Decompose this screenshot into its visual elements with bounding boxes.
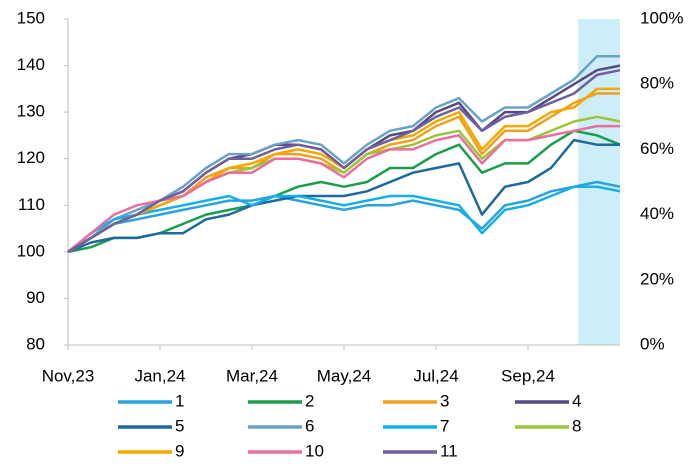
series-line (67, 138, 620, 254)
y-tick-label: 120 (17, 148, 45, 167)
series-line (67, 55, 620, 253)
legend-label: 8 (572, 416, 581, 435)
x-tick-label: Mar,24 (226, 366, 278, 385)
x-tick-label: Jul,24 (413, 366, 458, 385)
series-line (67, 129, 621, 254)
x-tick-label: Nov,23 (42, 366, 95, 385)
x-tick-label: Jan,24 (134, 366, 185, 385)
legend-label: 3 (440, 391, 449, 410)
y-tick-label: 150 (17, 8, 45, 27)
series-line (67, 87, 620, 253)
series-line (67, 124, 620, 253)
legend-label: 6 (305, 416, 314, 435)
legend-label: 9 (175, 441, 184, 460)
y-tick-label: 90 (26, 288, 45, 307)
x-tick-label: Sep,24 (501, 366, 555, 385)
y-tick-label: 110 (18, 195, 45, 214)
legend-label: 7 (440, 416, 449, 435)
legend-label: 2 (305, 391, 314, 410)
y2-tick-label: 60% (640, 139, 674, 158)
y2-tick-label: 20% (640, 269, 674, 288)
y-tick-label: 80 (26, 334, 45, 353)
legend-label: 5 (175, 416, 184, 435)
series-line (67, 64, 621, 253)
legend-label: 11 (440, 441, 458, 460)
y-tick-label: 100 (17, 241, 45, 260)
y-tick-label: 130 (17, 102, 45, 121)
series-line (67, 185, 621, 253)
series-line (67, 68, 621, 253)
series-line (67, 180, 621, 253)
legend-label: 10 (305, 441, 324, 460)
y2-tick-label: 100% (640, 8, 683, 27)
y2-tick-label: 0% (640, 334, 665, 353)
legend-label: 4 (572, 391, 581, 410)
x-tick-label: May,24 (317, 366, 372, 385)
y2-tick-label: 80% (640, 74, 674, 93)
y2-tick-label: 40% (640, 204, 674, 223)
legend-label: 1 (175, 391, 184, 410)
y-tick-label: 140 (17, 55, 45, 74)
